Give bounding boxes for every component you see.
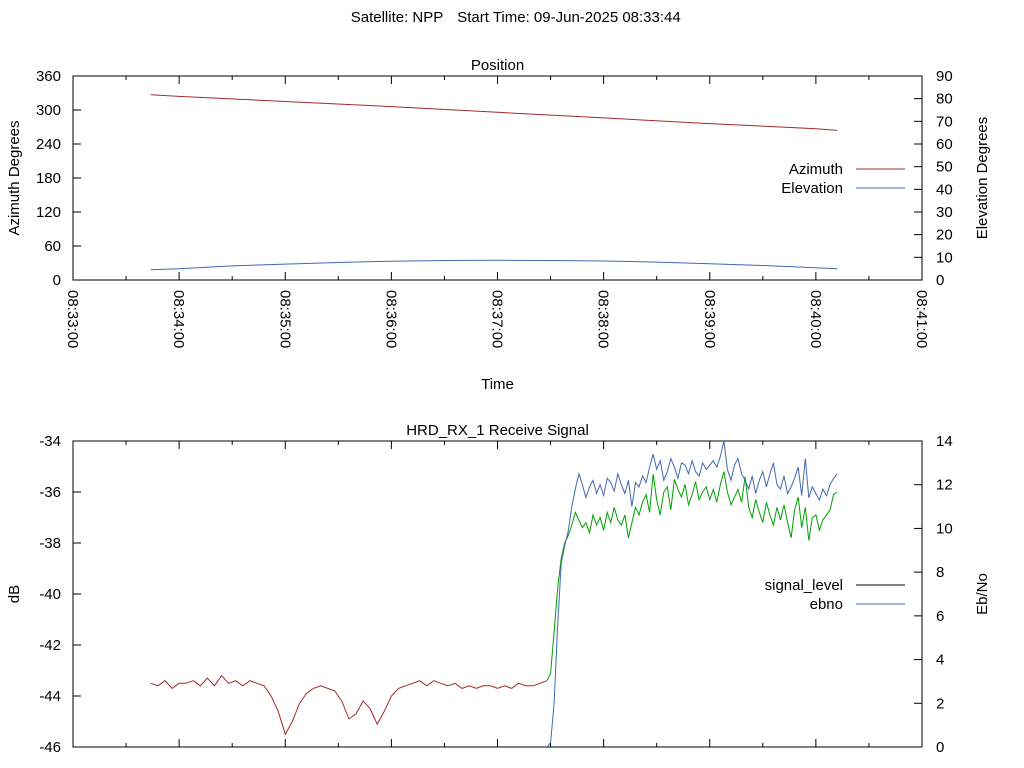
y-tick-label: -46 bbox=[39, 739, 61, 756]
y-tick-label: 360 bbox=[36, 68, 61, 85]
y2-tick-label: 0 bbox=[936, 272, 944, 289]
y2-tick-label: 10 bbox=[936, 249, 953, 266]
y2-tick-label: 20 bbox=[936, 227, 953, 244]
y2-axis-label: Elevation Degrees bbox=[974, 117, 991, 240]
chart-title: Position bbox=[471, 57, 524, 74]
y-tick-label: -44 bbox=[39, 688, 61, 705]
y2-tick-label: 80 bbox=[936, 91, 953, 108]
x-tick-label: 08:33:00 bbox=[64, 290, 81, 348]
series-line-ebno bbox=[547, 441, 837, 747]
y2-tick-label: 14 bbox=[936, 433, 953, 450]
x-tick-label: 08:39:00 bbox=[701, 290, 718, 348]
x-tick-label: 08:35:00 bbox=[276, 290, 293, 348]
y2-tick-label: 30 bbox=[936, 204, 953, 221]
plot-frame bbox=[73, 441, 922, 747]
y-tick-label: -36 bbox=[39, 484, 61, 501]
plot-frame bbox=[73, 76, 922, 280]
y2-tick-label: 0 bbox=[936, 739, 944, 756]
y2-tick-label: 6 bbox=[936, 608, 944, 625]
y2-tick-label: 50 bbox=[936, 159, 953, 176]
receive-signal-chart: HRD_RX_1 Receive Signal -46 -44 -42 -40 -38 -3… bbox=[6, 422, 991, 756]
chart-title: HRD_RX_1 Receive Signal bbox=[406, 422, 589, 439]
y-tick-label: 0 bbox=[53, 272, 61, 289]
y-tick-label: 120 bbox=[36, 204, 61, 221]
y2-tick-label: 70 bbox=[936, 113, 953, 130]
y2-tick-label: 10 bbox=[936, 520, 953, 537]
y-axis-label: Azimuth Degrees bbox=[6, 120, 23, 235]
x-tick-label: 08:37:00 bbox=[489, 290, 506, 348]
y-tick-label: -38 bbox=[39, 535, 61, 552]
x-tick-label: 08:38:00 bbox=[595, 290, 612, 348]
x-tick-label: 08:34:00 bbox=[170, 290, 187, 348]
series-line-signal_level bbox=[151, 676, 547, 735]
legend-label-Elevation: Elevation bbox=[781, 180, 843, 197]
y2-tick-label: 60 bbox=[936, 136, 953, 153]
legend-label-ebno: ebno bbox=[810, 596, 843, 613]
legend-label-signal_level: signal_level bbox=[765, 577, 843, 594]
position-chart: Position 0 60 120 180 240 300 360 0 10 20 30 40 50 60 7… bbox=[6, 57, 991, 393]
y-tick-label: 240 bbox=[36, 136, 61, 153]
series-line-Azimuth bbox=[151, 95, 837, 131]
y2-tick-label: 40 bbox=[936, 181, 953, 198]
y2-tick-label: 8 bbox=[936, 564, 944, 581]
y2-axis-label: Eb/No bbox=[974, 573, 991, 615]
y-tick-label: 180 bbox=[36, 170, 61, 187]
x-axis-label: Time bbox=[481, 376, 514, 393]
legend-label-Azimuth: Azimuth bbox=[789, 161, 843, 178]
y-tick-label: -34 bbox=[39, 433, 61, 450]
y2-tick-label: 90 bbox=[936, 68, 953, 85]
y2-tick-label: 4 bbox=[936, 652, 944, 669]
x-tick-label: 08:41:00 bbox=[913, 290, 930, 348]
y-tick-label: -42 bbox=[39, 637, 61, 654]
satellite-label: Satellite: NPP bbox=[351, 9, 444, 26]
y-axis-label: dB bbox=[6, 585, 23, 603]
y-tick-label: -40 bbox=[39, 586, 61, 603]
y2-tick-label: 2 bbox=[936, 695, 944, 712]
series-line-Elevation bbox=[151, 260, 837, 270]
y-tick-label: 300 bbox=[36, 102, 61, 119]
x-tick-label: 08:40:00 bbox=[807, 290, 824, 348]
y2-tick-label: 12 bbox=[936, 477, 953, 494]
y-tick-label: 60 bbox=[44, 238, 61, 255]
start-time-label: Start Time: 09-Jun-2025 08:33:44 bbox=[457, 9, 680, 26]
x-tick-label: 08:36:00 bbox=[382, 290, 399, 348]
